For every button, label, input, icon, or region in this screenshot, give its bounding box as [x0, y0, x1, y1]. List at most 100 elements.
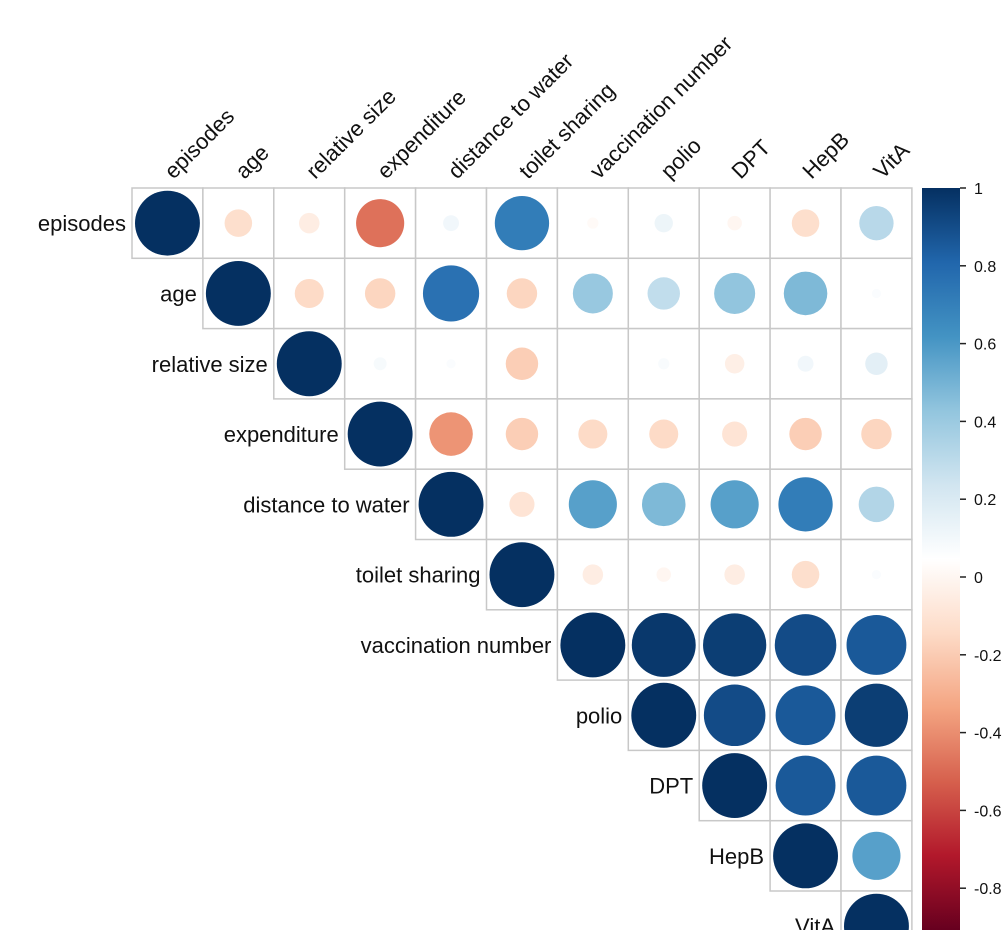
column-label: episodes — [159, 104, 239, 184]
correlation-circle — [568, 480, 617, 529]
correlation-circle — [724, 564, 745, 585]
correlation-circle — [727, 215, 742, 231]
correlation-circle — [791, 209, 820, 237]
correlation-circle — [658, 358, 670, 370]
correlation-circle — [778, 477, 833, 532]
correlation-circle — [774, 614, 837, 676]
grid-cell — [627, 187, 700, 260]
colorbar-tick-label: -0.8 — [974, 881, 1002, 898]
correlation-circle — [641, 482, 686, 527]
colorbar-tick-label: 0.6 — [974, 337, 996, 354]
row-label: HepB — [709, 844, 764, 869]
colorbar-tick-label: 0.8 — [974, 259, 996, 276]
correlation-circle — [852, 831, 901, 880]
correlation-circle — [703, 613, 767, 677]
row-label: age — [160, 281, 197, 306]
row-label: vaccination number — [361, 633, 552, 658]
correlation-circle — [505, 417, 539, 451]
correlation-circle — [797, 355, 814, 372]
correlation-circle — [783, 271, 828, 316]
colorbar-tick-label: 1 — [974, 181, 983, 198]
correlation-circle — [205, 261, 271, 326]
correlation-circle — [494, 196, 550, 251]
correlation-circle — [578, 419, 608, 449]
correlation-circle — [587, 217, 599, 229]
column-label: age — [230, 140, 274, 184]
correlation-circle — [356, 199, 405, 248]
correlation-circle — [506, 278, 538, 309]
colorbar-tick-label: -0.2 — [974, 648, 1002, 665]
grid-cell — [343, 257, 417, 330]
correlation-circle — [722, 421, 748, 447]
correlation-circle — [710, 480, 759, 529]
row-label: toilet sharing — [356, 563, 481, 588]
correlation-circle — [509, 491, 535, 517]
correlation-circle — [844, 893, 909, 930]
correlation-circle — [443, 215, 459, 232]
correlation-circle — [489, 542, 555, 608]
colorbar-tick-label: -0.4 — [974, 726, 1002, 743]
correlation-circle — [631, 612, 696, 677]
correlation-circle — [656, 567, 672, 582]
correlation-circle — [135, 190, 200, 256]
row-label: polio — [576, 703, 622, 728]
correlation-circle — [649, 419, 679, 449]
correlation-circle — [373, 357, 387, 371]
correlation-circle — [572, 273, 613, 314]
column-label: DPT — [727, 135, 776, 184]
correlation-circle — [865, 352, 888, 375]
correlation-circle — [347, 401, 413, 467]
column-label: polio — [656, 133, 707, 184]
correlation-circle — [714, 272, 756, 314]
colorbar-tick-label: 0.4 — [974, 414, 996, 431]
correlation-circle — [775, 685, 836, 746]
colorbar-ticks: 1 0.8 0.6 0.4 0.2 0 -0.2 -0.4 -0.6 -0.8 — [960, 181, 1002, 898]
row-label: VitA — [795, 914, 835, 930]
correlation-circle — [871, 570, 882, 580]
correlation-circle — [422, 265, 480, 322]
grid-cell — [556, 327, 630, 400]
correlation-circle — [294, 278, 324, 308]
row-label: DPT — [649, 774, 693, 799]
correlation-circle — [298, 212, 320, 234]
correlation-circle — [789, 417, 822, 451]
correlation-circle — [871, 288, 882, 299]
correlation-circle — [859, 205, 894, 241]
correlation-circle — [654, 213, 673, 233]
column-label: distance to water — [443, 48, 578, 183]
correlation-circle — [775, 755, 836, 816]
correlation-circle — [582, 564, 604, 585]
row-labels: episodes age relative size expenditure dista… — [38, 211, 835, 930]
colorbar-tick-label: 0 — [974, 570, 983, 587]
correlation-circle — [844, 683, 909, 747]
correlation-circle — [724, 354, 745, 374]
correlation-circle — [791, 560, 820, 589]
correlation-circle — [861, 418, 892, 450]
correlation-circle — [647, 277, 680, 310]
correlation-circle — [276, 331, 342, 397]
correlation-circle — [560, 612, 626, 678]
row-label: episodes — [38, 211, 126, 236]
colorbar-gradient — [922, 188, 960, 930]
row-label: distance to water — [243, 492, 409, 517]
column-label: HepB — [797, 127, 854, 184]
correlation-circle — [505, 347, 539, 380]
correlation-circle — [631, 682, 697, 748]
correlation-circle — [702, 753, 768, 818]
correlation-circle — [773, 823, 838, 889]
correlation-circle — [446, 359, 456, 369]
row-label: expenditure — [224, 422, 339, 447]
correlation-circle — [418, 471, 484, 537]
correlation-circles — [135, 190, 909, 930]
correlation-circle — [224, 209, 253, 237]
correlation-circle — [429, 412, 473, 456]
correlation-circle — [846, 615, 907, 675]
correlation-circle — [703, 684, 766, 747]
correlation-circle — [858, 486, 895, 523]
correlation-circle — [846, 755, 907, 816]
correlation-circle — [364, 278, 396, 309]
column-label: VitA — [868, 137, 914, 183]
colorbar — [922, 188, 960, 930]
